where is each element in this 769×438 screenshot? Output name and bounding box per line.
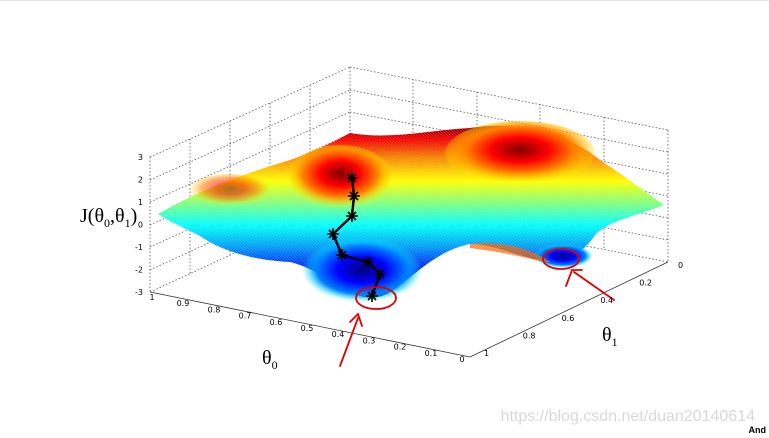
local-min-circle <box>542 248 580 270</box>
corner-text: And <box>748 425 767 435</box>
x-tick-label: 0.3 <box>363 336 376 345</box>
y-axis-label: θ1 <box>602 324 618 349</box>
y-tick-label: 0 <box>678 261 683 270</box>
descent-step-marker <box>348 190 360 202</box>
x-tick-label: 0.2 <box>394 343 407 352</box>
descent-step-marker <box>362 256 374 268</box>
y-tick-label: 0.2 <box>639 279 652 288</box>
y-tick-label: 0.4 <box>600 296 613 305</box>
x-axis-label: θ0 <box>262 347 278 372</box>
watermark: https://blog.csdn.net/duan20140614 <box>500 408 755 425</box>
z-tick-label: 3 <box>138 153 143 162</box>
top-divider <box>0 0 769 1</box>
z-tick-label: -1 <box>135 243 143 252</box>
x-tick-label: 1 <box>149 293 154 302</box>
front-axes <box>149 261 669 358</box>
descent-step-marker <box>346 172 358 184</box>
x-tick-label: 0.8 <box>208 305 221 314</box>
x-tick-label: 0 <box>459 355 464 364</box>
y-tick-label: 0.8 <box>523 331 536 340</box>
descent-step-marker <box>374 268 386 280</box>
z-tick-label: 1 <box>138 198 143 207</box>
y-tick-label: 1 <box>484 349 489 358</box>
x-tick-label: 0.9 <box>177 299 190 308</box>
z-tick-label: -3 <box>135 288 143 297</box>
local-min-arrow <box>573 271 615 301</box>
global-min-arrow <box>339 317 359 367</box>
x-tick-label: 0.4 <box>332 330 345 339</box>
descent-step-marker <box>327 228 339 240</box>
x-tick-label: 0.1 <box>425 349 438 358</box>
annotations <box>339 248 615 367</box>
x-tick-label: 0.6 <box>270 318 283 327</box>
z-axis-ticks: 3 2 1 0 -1 -2 -3 <box>135 153 143 297</box>
z-tick-label: 0 <box>138 221 143 230</box>
z-tick-label: 2 <box>138 176 143 185</box>
descent-step-marker <box>366 290 378 302</box>
descent-step-marker <box>336 249 348 261</box>
x-axis-ticks: 1 0.9 0.8 0.7 0.6 0.5 0.4 0.3 0.2 0.1 0 <box>149 293 464 364</box>
y-axis-ticks: 0 0.2 0.4 0.6 0.8 1 <box>484 261 683 358</box>
y-tick-label: 0.6 <box>562 314 575 323</box>
global-min-circle <box>355 286 397 310</box>
x-tick-label: 0.7 <box>239 312 252 321</box>
z-tick-label: -2 <box>135 266 143 275</box>
descent-step-marker <box>346 210 358 222</box>
z-axis-label: J(θ0,θ1) <box>80 205 137 230</box>
descent-path-markers <box>327 172 386 302</box>
cost-surface <box>158 121 664 302</box>
x-tick-label: 0.5 <box>301 324 314 333</box>
